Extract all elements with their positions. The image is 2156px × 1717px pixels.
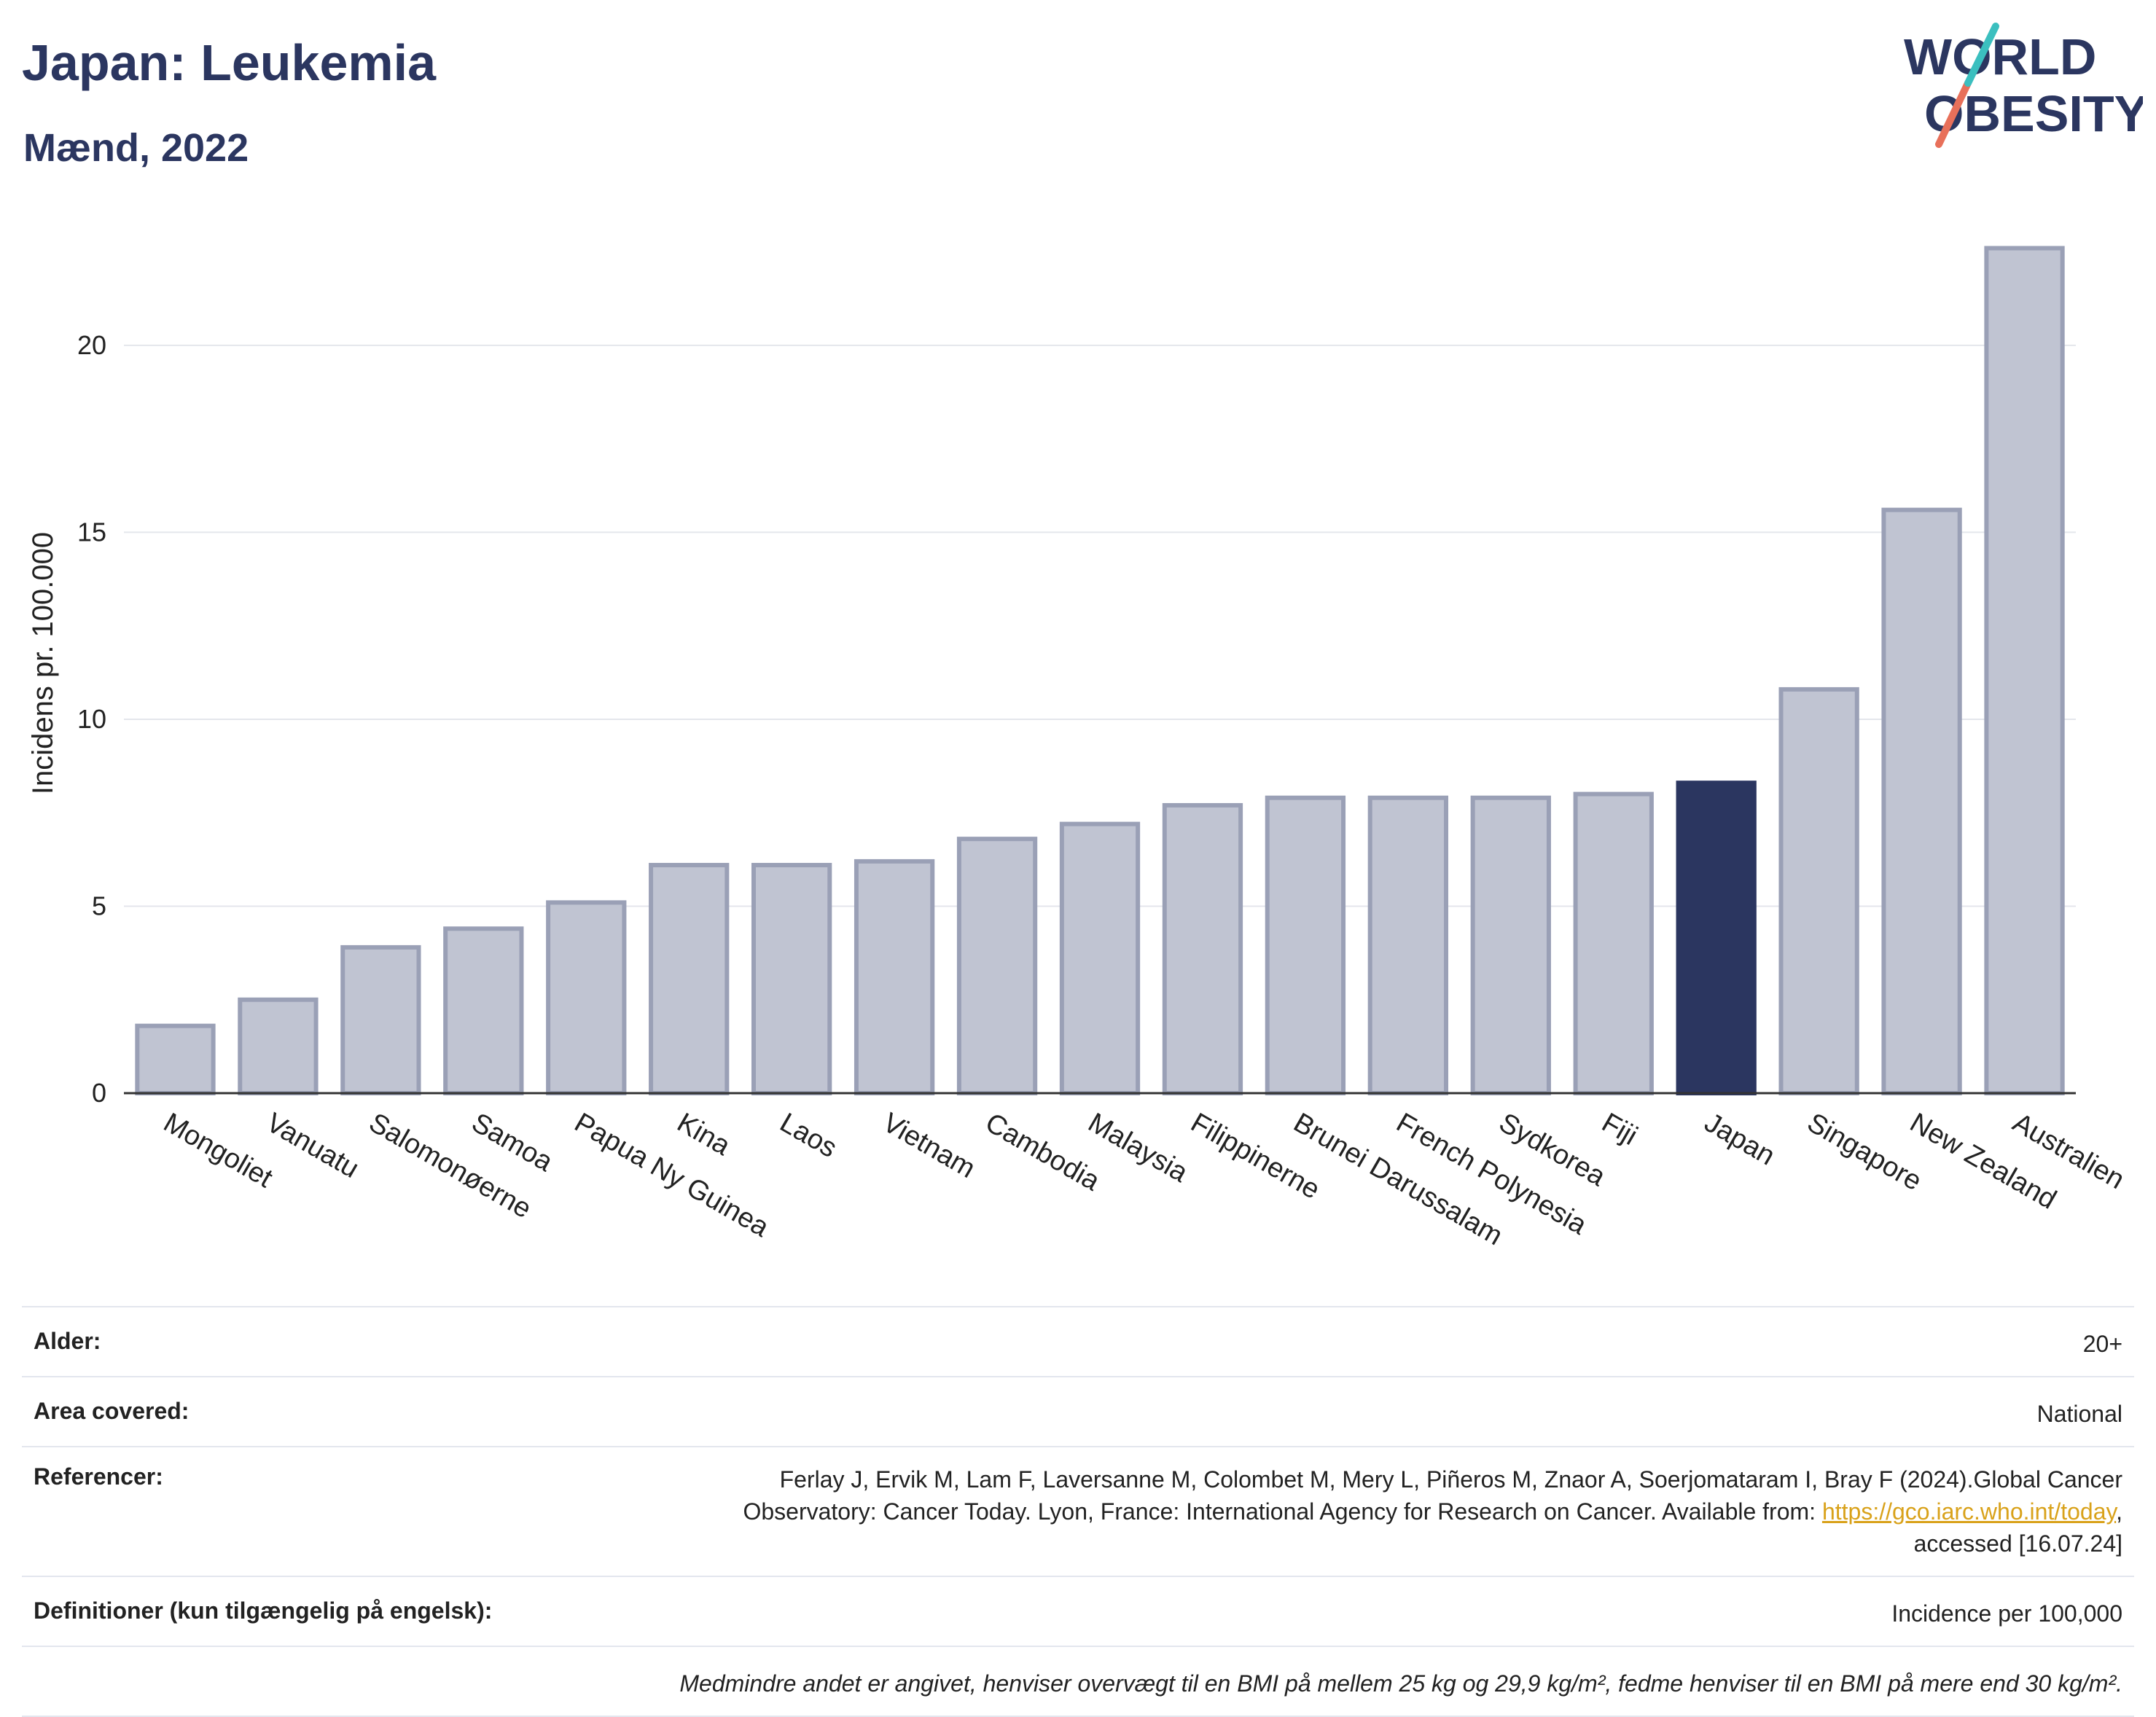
bar-kina: [649, 863, 730, 1095]
info-table: Alder: 20+ Area covered: National Refere…: [22, 1306, 2134, 1717]
bar-malaysia: [1059, 821, 1141, 1095]
logo-accent-lower: [1935, 79, 1972, 148]
info-row-definitions: Definitioner (kun tilgængelig på engelsk…: [22, 1576, 2134, 1646]
bar-vietnam: [854, 858, 935, 1095]
definitions-value: Incidence per 100,000: [1891, 1600, 2122, 1627]
age-value: 20+: [2082, 1331, 2122, 1357]
y-tick-label: 0: [92, 1078, 106, 1108]
bar-sydkorea: [1470, 795, 1551, 1096]
age-label: Alder:: [34, 1328, 101, 1354]
bar-laos: [751, 863, 832, 1095]
info-row-age: Alder: 20+: [22, 1306, 2134, 1376]
reference-link[interactable]: https://gco.iarc.who.int/today: [1821, 1498, 2117, 1525]
x-tick-label: Fiji: [1596, 1107, 1642, 1151]
world-obesity-logo: WORLD OBESITY: [1904, 23, 2143, 148]
reference-line-1: Ferlay J, Ervik M, Lam F, Laversanne M, …: [779, 1466, 2122, 1493]
bar-papua-ny-guinea: [546, 900, 627, 1095]
x-tick-label: Vanuatu: [261, 1107, 364, 1184]
bar-french-polynesia: [1367, 795, 1448, 1096]
y-axis-label: Incidens pr. 100.000: [27, 532, 59, 794]
x-tick-label: Kina: [672, 1107, 736, 1162]
bar-fiji: [1573, 791, 1654, 1096]
y-tick-label: 5: [92, 891, 106, 920]
page-subtitle: Mænd, 2022: [23, 126, 249, 170]
info-row-references: Referencer: Ferlay J, Ervik M, Lam F, La…: [22, 1446, 2134, 1576]
definitions-label: Definitioner (kun tilgængelig på engelsk…: [34, 1597, 493, 1624]
x-tick-label: Mongoliet: [158, 1107, 278, 1194]
bar-filippinerne: [1162, 802, 1243, 1096]
bar-salomonøerne: [340, 944, 421, 1096]
bar-chart: 0 5 10 15 20 Incidens pr. 100.000 MongolietVan…: [27, 246, 2130, 1251]
y-tick-label: 10: [77, 704, 106, 734]
bar-vanuatu: [238, 997, 319, 1095]
info-row-note: Medmindre andet er angivet, henviser ove…: [22, 1646, 2134, 1717]
bar-singapore: [1778, 687, 1859, 1095]
bar-australien: [1984, 246, 2065, 1096]
logo-accent-upper: [1964, 23, 1999, 87]
x-tick-label: Papua Ny Guinea: [569, 1107, 775, 1243]
logo-line1: WORLD: [1904, 28, 2096, 85]
reference-line-3: accessed [16.07.24]: [1913, 1530, 2122, 1557]
references-label: Referencer:: [34, 1463, 163, 1490]
y-tick-label: 20: [77, 330, 106, 360]
x-tick-label: Vietnam: [878, 1107, 980, 1184]
reference-line-2: Observatory: Cancer Today. Lyon, France:…: [743, 1498, 1822, 1525]
footnote: Medmindre andet er angivet, henviser ove…: [679, 1670, 2122, 1697]
bar-brunei-darussalam: [1265, 795, 1346, 1096]
bar-samoa: [443, 926, 524, 1095]
bar-mongoliet: [135, 1023, 216, 1096]
area-label: Area covered:: [34, 1398, 190, 1424]
bar-cambodia: [956, 837, 1038, 1095]
bar-new-zealand: [1881, 507, 1962, 1095]
x-tick-label: Cambodia: [980, 1107, 1106, 1197]
reference-line-2-end: ,: [2116, 1498, 2122, 1525]
page-title: Japan: Leukemia: [22, 34, 436, 91]
references-value: Ferlay J, Ervik M, Lam F, Laversanne M, …: [743, 1463, 2122, 1560]
y-tick-label: 15: [77, 517, 106, 547]
x-tick-label: Laos: [775, 1107, 842, 1164]
info-row-area: Area covered: National: [22, 1376, 2134, 1446]
x-tick-label: Japan: [1699, 1107, 1780, 1171]
bar-japan: [1676, 781, 1757, 1095]
x-tick-label: Singapore: [1802, 1107, 1926, 1197]
area-value: National: [2036, 1401, 2122, 1427]
